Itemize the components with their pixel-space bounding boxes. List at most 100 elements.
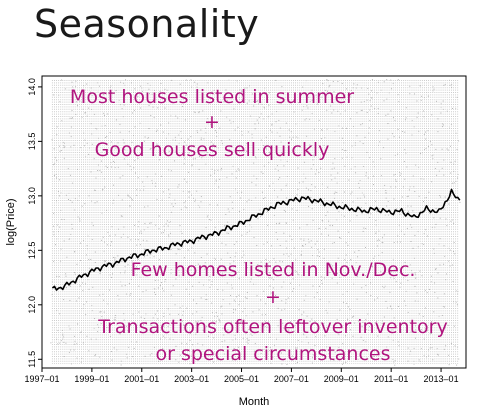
scatter-point	[255, 184, 257, 186]
scatter-point	[200, 256, 202, 258]
scatter-point	[271, 277, 273, 279]
scatter-point	[215, 321, 217, 323]
scatter-point	[221, 143, 223, 145]
scatter-point	[167, 326, 169, 328]
scatter-point	[261, 191, 263, 193]
scatter-point	[107, 231, 109, 233]
scatter-point	[253, 175, 255, 177]
scatter-point	[276, 165, 278, 167]
scatter-point	[407, 280, 409, 282]
scatter-point	[246, 292, 248, 294]
scatter-point	[286, 175, 288, 177]
scatter-point	[61, 218, 63, 220]
scatter-point	[403, 233, 405, 235]
scatter-point	[146, 240, 148, 242]
scatter-point	[272, 287, 274, 289]
scatter-point	[268, 104, 270, 106]
scatter-point	[389, 291, 391, 293]
scatter-point	[251, 199, 253, 201]
scatter-point	[247, 339, 249, 341]
scatter-point	[172, 206, 174, 208]
scatter-point	[62, 338, 64, 340]
scatter-point	[450, 161, 452, 163]
scatter-point	[273, 258, 275, 260]
scatter-point	[220, 110, 222, 112]
scatter-point	[265, 136, 267, 138]
scatter-point	[321, 129, 323, 131]
scatter-point	[377, 297, 379, 299]
scatter-point	[324, 137, 326, 139]
scatter-point	[303, 299, 305, 301]
scatter-point	[63, 341, 65, 343]
scatter-point	[425, 147, 427, 149]
scatter-point	[174, 136, 176, 138]
scatter-point	[246, 338, 248, 340]
scatter-point	[223, 353, 225, 355]
scatter-point	[190, 79, 192, 81]
scatter-point	[423, 116, 425, 118]
scatter-point	[443, 174, 445, 176]
scatter-point	[140, 230, 142, 232]
scatter-point	[68, 132, 70, 134]
scatter-point	[169, 232, 171, 234]
scatter-point	[227, 329, 229, 331]
scatter-point	[303, 239, 305, 241]
scatter-point	[269, 272, 271, 274]
x-axis: 1997–01 1999–01 2001–01 2003–01 2005–01 2007–…	[24, 368, 459, 384]
scatter-point	[194, 81, 196, 83]
scatter-point	[435, 100, 437, 102]
scatter-point	[111, 148, 113, 150]
scatter-point	[435, 269, 437, 271]
scatter-point	[149, 354, 151, 356]
scatter-point	[448, 203, 450, 205]
scatter-point	[69, 238, 71, 240]
scatter-point	[71, 117, 73, 119]
scatter-point	[450, 123, 452, 125]
scatter-point	[312, 219, 314, 221]
scatter-point	[455, 180, 457, 182]
scatter-point	[209, 286, 211, 288]
scatter-point	[431, 332, 433, 334]
scatter-point	[178, 313, 180, 315]
scatter-point	[198, 281, 200, 283]
scatter-point	[275, 223, 277, 225]
scatter-point	[326, 312, 328, 314]
scatter-point	[310, 348, 312, 350]
scatter-point	[234, 256, 236, 258]
scatter-point	[169, 193, 171, 195]
scatter-point	[65, 342, 67, 344]
scatter-point	[277, 307, 279, 309]
scatter-point	[77, 323, 79, 325]
scatter-point	[254, 358, 256, 360]
scatter-point	[139, 232, 141, 234]
scatter-point	[457, 346, 459, 348]
scatter-point	[138, 221, 140, 223]
scatter-point	[244, 87, 246, 89]
scatter-point	[91, 133, 93, 135]
scatter-point	[216, 354, 218, 356]
scatter-point	[217, 359, 219, 361]
scatter-point	[157, 287, 159, 289]
scatter-point	[178, 361, 180, 363]
scatter-point	[391, 308, 393, 310]
scatter-point	[183, 325, 185, 327]
scatter-point	[383, 316, 385, 318]
scatter-point	[151, 180, 153, 182]
scatter-point	[323, 248, 325, 250]
scatter-point	[434, 226, 436, 228]
scatter-point	[245, 332, 247, 334]
scatter-point	[431, 155, 433, 157]
scatter-point	[397, 94, 399, 96]
scatter-point	[376, 211, 378, 213]
scatter-point	[453, 325, 455, 327]
scatter-point	[192, 239, 194, 241]
scatter-point	[428, 191, 430, 193]
scatter-point	[64, 146, 66, 148]
scatter-point	[101, 151, 103, 153]
scatter-point	[156, 143, 158, 145]
scatter-point	[262, 144, 264, 146]
scatter-point	[371, 79, 373, 81]
y-axis-label: log(Price)	[5, 198, 17, 245]
scatter-point	[150, 222, 152, 224]
scatter-point	[236, 241, 238, 243]
